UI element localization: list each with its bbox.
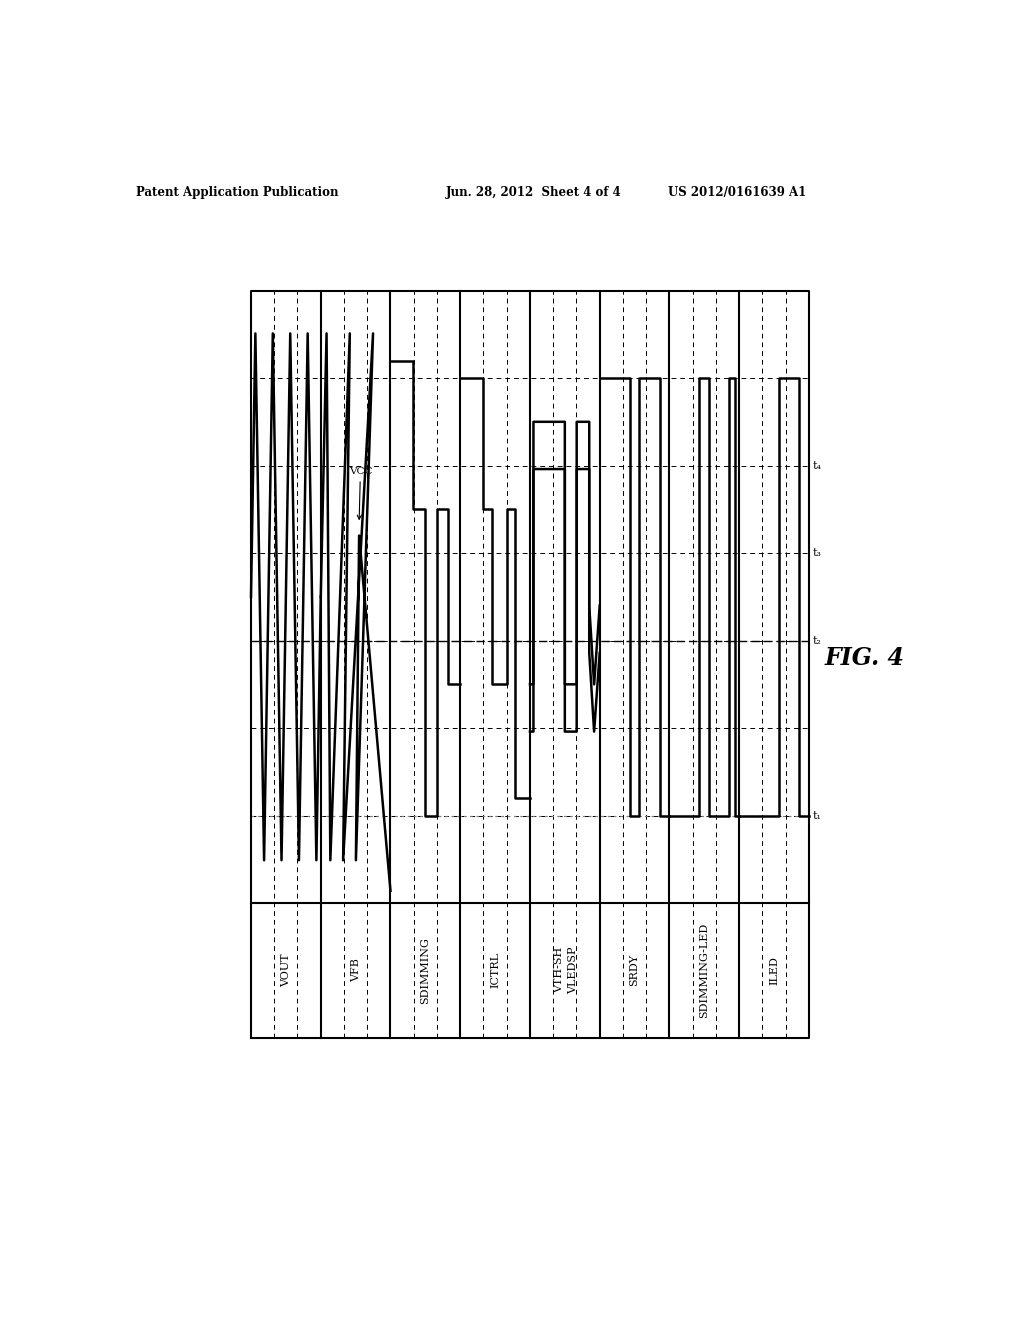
Text: SDIMMING-LED: SDIMMING-LED <box>699 923 710 1018</box>
Text: FIG. 4: FIG. 4 <box>824 645 905 671</box>
Text: VTH-SH: VTH-SH <box>554 948 564 994</box>
Text: SDIMMING: SDIMMING <box>420 937 430 1003</box>
Text: t₁: t₁ <box>813 810 821 821</box>
Text: VOUT: VOUT <box>281 953 291 987</box>
Text: ILED: ILED <box>769 956 779 985</box>
Text: VFB: VFB <box>350 958 360 982</box>
Text: ICTRL: ICTRL <box>490 952 500 989</box>
Text: t₃: t₃ <box>813 548 822 558</box>
Text: US 2012/0161639 A1: US 2012/0161639 A1 <box>668 186 806 199</box>
Text: t₂: t₂ <box>813 636 821 645</box>
Text: SRDY: SRDY <box>630 954 640 986</box>
Text: t₄: t₄ <box>813 461 822 470</box>
Text: VLEDSP: VLEDSP <box>568 946 579 994</box>
Text: VCC: VCC <box>348 467 372 519</box>
Text: Jun. 28, 2012  Sheet 4 of 4: Jun. 28, 2012 Sheet 4 of 4 <box>445 186 622 199</box>
Text: Patent Application Publication: Patent Application Publication <box>136 186 339 199</box>
